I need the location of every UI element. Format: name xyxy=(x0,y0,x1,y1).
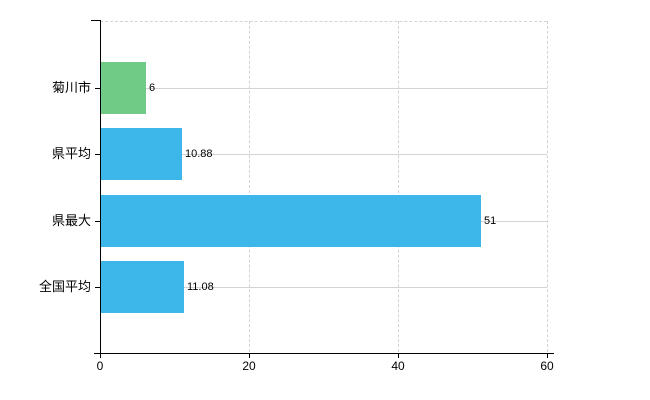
vertical-gridline xyxy=(249,21,250,352)
x-axis-tick xyxy=(547,353,548,358)
x-tick-label: 20 xyxy=(242,359,256,373)
x-tick-label: 60 xyxy=(540,359,554,373)
value-label: 51 xyxy=(484,215,497,227)
y-axis-tick xyxy=(95,88,100,89)
y-axis-line xyxy=(100,20,101,353)
x-tick-label: 0 xyxy=(96,359,104,373)
bar-県平均 xyxy=(101,128,182,180)
category-label: 県平均 xyxy=(51,146,91,161)
y-axis-tick xyxy=(95,221,100,222)
y-axis-tick xyxy=(95,287,100,288)
horizontal-gridline xyxy=(100,154,547,155)
vertical-gridline xyxy=(547,21,548,352)
category-label: 県最大 xyxy=(51,213,91,228)
y-axis-top-tick xyxy=(91,20,100,21)
category-label: 全国平均 xyxy=(38,279,91,294)
x-tick-label: 40 xyxy=(391,359,405,373)
horizontal-gridline xyxy=(100,88,547,89)
bar-菊川市 xyxy=(101,62,146,114)
bar-県最大 xyxy=(101,195,481,247)
category-label: 菊川市 xyxy=(51,80,91,95)
horizontal-gridline xyxy=(100,287,547,288)
plot-top-border xyxy=(100,21,547,22)
value-label: 11.08 xyxy=(187,281,214,293)
vertical-gridline xyxy=(398,21,399,352)
bar-全国平均 xyxy=(101,261,184,313)
x-axis-tick xyxy=(249,353,250,358)
value-label: 6 xyxy=(149,82,156,94)
x-axis-line xyxy=(94,353,554,354)
value-label: 10.88 xyxy=(185,148,213,160)
x-axis-tick xyxy=(398,353,399,358)
x-axis-tick xyxy=(100,353,101,358)
y-axis-tick xyxy=(95,154,100,155)
